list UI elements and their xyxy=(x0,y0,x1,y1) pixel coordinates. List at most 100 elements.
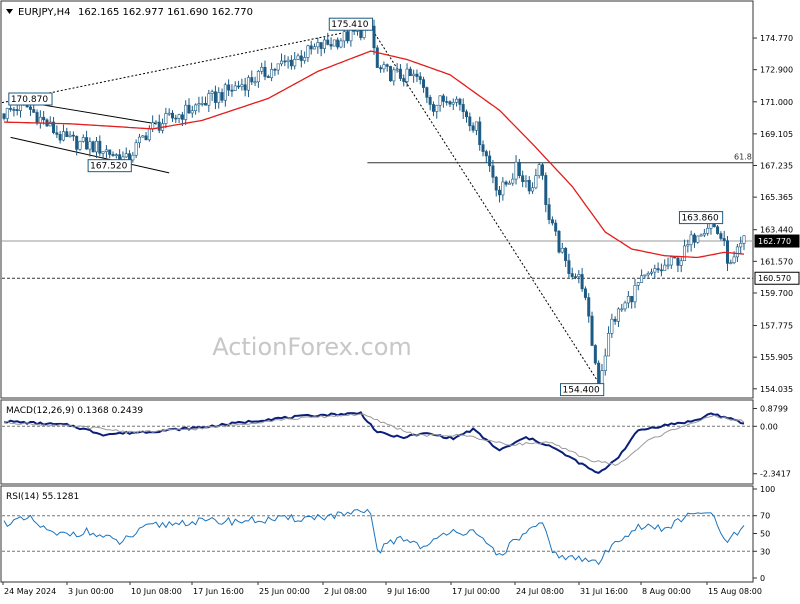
candle-body xyxy=(243,84,247,91)
candle-body xyxy=(587,297,591,317)
candle-body xyxy=(15,109,19,111)
candle-body xyxy=(402,78,406,82)
candle-body xyxy=(303,57,307,61)
candle-body xyxy=(131,154,135,161)
candle-body xyxy=(574,276,578,278)
candle-body xyxy=(28,106,32,110)
candle-body xyxy=(464,111,468,118)
candle-body xyxy=(415,73,419,77)
candle-body xyxy=(719,233,723,239)
candle-body xyxy=(630,296,634,303)
candle-body xyxy=(194,104,198,111)
menu-triangle-icon[interactable] xyxy=(6,9,13,14)
candle-body xyxy=(468,116,472,127)
candle-body xyxy=(729,262,733,264)
candle-body xyxy=(643,274,647,277)
candle-body xyxy=(550,219,554,224)
price-axis-label: 154.035 xyxy=(760,385,793,394)
candle-body xyxy=(699,234,703,237)
swing-high-label-box xyxy=(328,17,373,31)
moving-average-line xyxy=(3,50,745,259)
candle-body xyxy=(431,104,435,112)
candle-body xyxy=(134,142,138,156)
channel-high-label: 170.870 xyxy=(11,95,48,105)
candle-body xyxy=(237,85,241,88)
time-axis-label: 17 Jul 00:00 xyxy=(452,587,500,596)
macd-title: MACD(12,26,9) 0.1368 0.2439 xyxy=(6,406,143,416)
candle-body xyxy=(640,275,644,283)
candle-body xyxy=(174,117,178,120)
candle-body xyxy=(603,355,607,371)
time-axis-label: 24 May 2024 xyxy=(4,587,56,596)
candle-body xyxy=(48,121,52,127)
candle-body xyxy=(227,84,231,91)
fib-label: 61.8 xyxy=(734,153,752,162)
candle-body xyxy=(633,285,637,303)
candle-body xyxy=(481,144,485,152)
chart-symbol: EURJPY,H4 xyxy=(18,7,71,18)
current-price-tag-box xyxy=(754,234,800,248)
candle-body xyxy=(484,151,488,157)
candle-body xyxy=(141,135,145,138)
candle-body xyxy=(346,31,350,42)
candle-body xyxy=(316,42,320,48)
candle-body xyxy=(137,136,141,144)
candle-body xyxy=(233,85,237,91)
channel-low-label-box xyxy=(87,159,132,173)
candle-body xyxy=(474,121,478,131)
candle-body xyxy=(656,268,660,271)
rsi-axis-label: 100 xyxy=(760,485,775,494)
candle-body xyxy=(706,227,710,234)
candle-body xyxy=(501,181,505,196)
candle-body xyxy=(461,104,465,113)
candle-body xyxy=(471,125,475,131)
candle-body xyxy=(540,164,544,176)
candle-body xyxy=(296,55,300,60)
price-axis-label: 174.770 xyxy=(760,34,793,43)
candle-body xyxy=(240,84,244,87)
candle-body xyxy=(91,141,95,153)
candle-body xyxy=(167,112,171,115)
candle-body xyxy=(425,87,429,98)
candle-body xyxy=(187,104,191,114)
candle-body xyxy=(686,244,690,247)
candle-body xyxy=(379,67,383,70)
candle-body xyxy=(669,256,673,266)
candle-body xyxy=(557,230,561,253)
candle-body xyxy=(108,149,112,155)
candle-body xyxy=(507,182,511,185)
candle-body xyxy=(580,274,584,290)
price-axis: 174.770 172.900 171.000 169.105 167.235 165.3… xyxy=(753,34,793,394)
candle-body xyxy=(164,113,168,124)
candle-body xyxy=(620,308,624,311)
candle-body xyxy=(742,235,746,244)
time-axis-label: 10 Jun 08:00 xyxy=(131,587,182,596)
candle-body xyxy=(342,31,346,42)
candle-body xyxy=(78,141,82,150)
candle-body xyxy=(289,59,293,67)
rsi-pane-frame xyxy=(0,485,754,583)
candle-body xyxy=(306,45,310,58)
time-axis-label: 17 Jun 16:00 xyxy=(193,587,244,596)
candle-body xyxy=(435,104,439,112)
candle-body xyxy=(256,71,260,83)
candle-body xyxy=(527,179,531,192)
candle-body xyxy=(514,161,518,180)
candle-body xyxy=(276,63,280,71)
candle-body xyxy=(35,112,39,124)
watermark: ActionForex.com xyxy=(212,333,412,361)
candle-body xyxy=(200,102,204,105)
time-axis-label: 2 Jul 08:00 xyxy=(324,587,367,596)
time-axis-label: 9 Jul 16:00 xyxy=(387,587,430,596)
candle-body xyxy=(207,93,211,106)
trendline-upper xyxy=(1,26,371,104)
price-axis-label: 155.905 xyxy=(760,353,793,362)
support-price-tag-box xyxy=(754,271,800,285)
candle-body xyxy=(154,121,158,124)
swing-high-label: 175.410 xyxy=(331,20,368,30)
macd-axis-label: 0.8799 xyxy=(760,404,788,413)
candle-body xyxy=(55,132,59,135)
candle-body xyxy=(382,64,386,70)
support-price-tag: 160.570 xyxy=(758,274,791,283)
